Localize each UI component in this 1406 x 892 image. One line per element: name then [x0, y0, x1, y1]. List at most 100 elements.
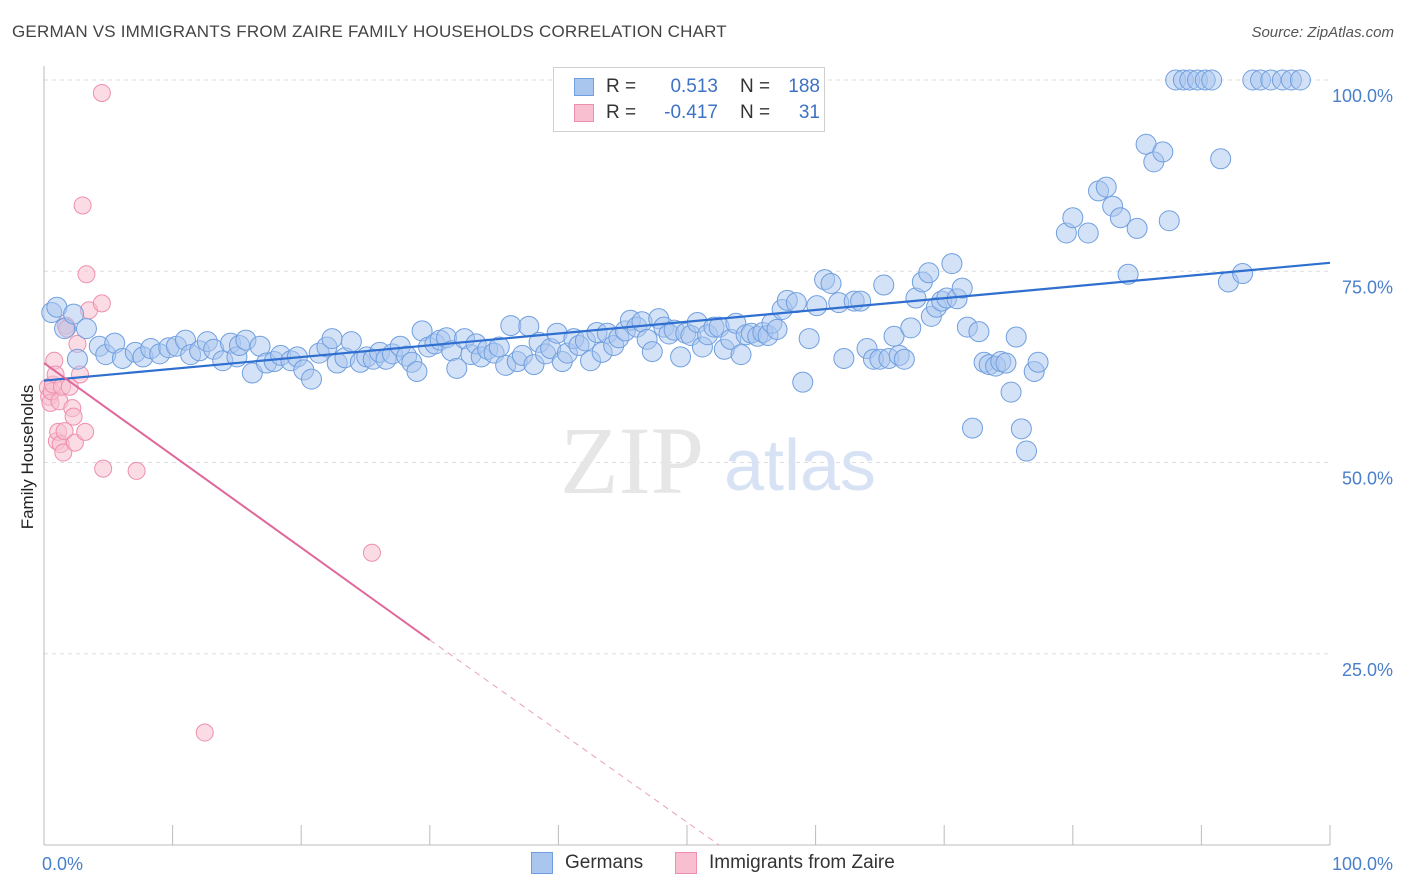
legend-swatch-germans [574, 78, 594, 96]
germans-point-114 [766, 318, 788, 340]
germans-point-134 [893, 348, 915, 370]
germans-point-50 [406, 360, 428, 382]
germans-point-166 [1109, 207, 1131, 229]
zaire-point-31 [362, 543, 381, 562]
germans-point-157 [1016, 440, 1038, 462]
bottom-legend-zaire: Immigrants from Zaire [675, 852, 895, 874]
germans-trend-line [43, 261, 1331, 382]
germans-point-172 [1158, 210, 1180, 232]
germans-point-159 [1027, 351, 1049, 373]
germans-point-154 [1000, 381, 1022, 403]
zaire-point-23 [76, 422, 95, 441]
germans-point-96 [670, 346, 692, 368]
germans-point-155 [1005, 326, 1027, 348]
germans-point-118 [792, 371, 814, 393]
zaire-point-12 [54, 443, 73, 462]
germans-point-126 [850, 290, 872, 312]
legend-box: R = 0.513 N = 188 R = -0.417 N = 31 [553, 67, 825, 132]
germans-point-178 [1201, 69, 1223, 91]
germans-point-57 [446, 357, 468, 379]
y-tick-label-3: 100.0% [1332, 86, 1393, 106]
germans-point-117 [785, 292, 807, 314]
germans-point-122 [820, 272, 842, 294]
germans-point-171 [1152, 141, 1174, 163]
zaire-point-27 [94, 459, 113, 478]
watermark: ZIP atlas [560, 407, 876, 514]
zaire-point-22 [73, 196, 92, 215]
germans-point-37 [321, 328, 343, 350]
germans-point-34 [300, 368, 322, 390]
germans-point-179 [1210, 148, 1232, 170]
zaire-trend-line [43, 362, 431, 641]
x-tick-label-0: 0.0% [42, 854, 83, 874]
y-axis-label: Family Households [18, 385, 37, 530]
legend-r-value: -0.417 [664, 102, 718, 123]
germans-point-40 [340, 331, 362, 353]
germans-point-64 [488, 336, 510, 358]
watermark-atlas: atlas [724, 426, 876, 506]
zaire-point-30 [195, 723, 214, 742]
zaire-point-13 [55, 422, 74, 441]
tick-labels: 25.0% 50.0% 75.0% 100.0% 0.0% 100.0% [42, 86, 1393, 874]
axes [43, 66, 1331, 846]
germans-point-161 [1062, 207, 1084, 229]
germans-point-167 [1117, 263, 1139, 285]
germans-point-148 [968, 321, 990, 343]
legend-row-germans: R = 0.513 N = 188 [574, 75, 820, 99]
legend-swatch-zaire [574, 104, 594, 122]
germans-point-143 [941, 253, 963, 275]
germans-point-3 [63, 303, 85, 325]
germans-point-124 [833, 347, 855, 369]
zaire-point-26 [92, 294, 111, 313]
germans-point-91 [641, 341, 663, 363]
germans-point-156 [1010, 418, 1032, 440]
x-tick-label-1: 100.0% [1332, 854, 1393, 874]
series-germans-points [41, 69, 1311, 462]
germans-point-187 [1289, 69, 1311, 91]
germans-point-66 [500, 315, 522, 337]
germans-point-153 [995, 352, 1017, 374]
legend-n-value: 31 [798, 102, 820, 123]
source-label: Source: ZipAtlas.com [1251, 24, 1394, 41]
bottom-legend-swatch-germans [531, 852, 553, 874]
zaire-point-24 [77, 265, 96, 284]
germans-point-164 [1095, 176, 1117, 198]
zaire-point-28 [92, 84, 111, 103]
legend-row-zaire: R = -0.417 N = 31 [574, 101, 820, 125]
bottom-legend-germans: Germans [531, 852, 643, 874]
germans-point-119 [798, 328, 820, 350]
bottom-legend-swatch-zaire [675, 852, 697, 874]
zaire-point-18 [64, 407, 83, 426]
germans-point-5 [75, 318, 97, 340]
y-tick-label-1: 50.0% [1342, 469, 1393, 489]
y-tick-label-0: 25.0% [1342, 660, 1393, 680]
y-tick-label-2: 75.0% [1342, 277, 1393, 297]
series-zaire-points [38, 84, 381, 742]
germans-point-135 [900, 317, 922, 339]
legend-r-value: 0.513 [670, 76, 718, 97]
trend-lines [43, 261, 1331, 846]
germans-point-162 [1077, 222, 1099, 244]
chart-title: GERMAN VS IMMIGRANTS FROM ZAIRE FAMILY H… [12, 22, 727, 41]
legend-n-label: N = [740, 102, 771, 123]
bottom-legend-label-germans: Germans [565, 852, 644, 873]
legend-r-label: R = [606, 76, 637, 97]
legend-n-value: 188 [788, 76, 820, 97]
legend-r-label: R = [606, 102, 637, 123]
germans-point-130 [873, 274, 895, 296]
germans-point-120 [806, 295, 828, 317]
germans-point-138 [918, 262, 940, 284]
germans-point-145 [951, 277, 973, 299]
watermark-zip: ZIP [560, 407, 704, 514]
germans-point-107 [730, 344, 752, 366]
bottom-legend-label-zaire: Immigrants from Zaire [709, 852, 895, 873]
germans-point-168 [1126, 217, 1148, 239]
germans-point-147 [961, 417, 983, 439]
zaire-point-29 [127, 461, 146, 480]
bottom-legend: Germans Immigrants from Zaire [0, 852, 1406, 878]
zaire-trend-extension [429, 639, 720, 846]
legend-n-label: N = [740, 76, 771, 97]
germans-point-4 [66, 348, 88, 370]
germans-point-181 [1232, 263, 1254, 285]
